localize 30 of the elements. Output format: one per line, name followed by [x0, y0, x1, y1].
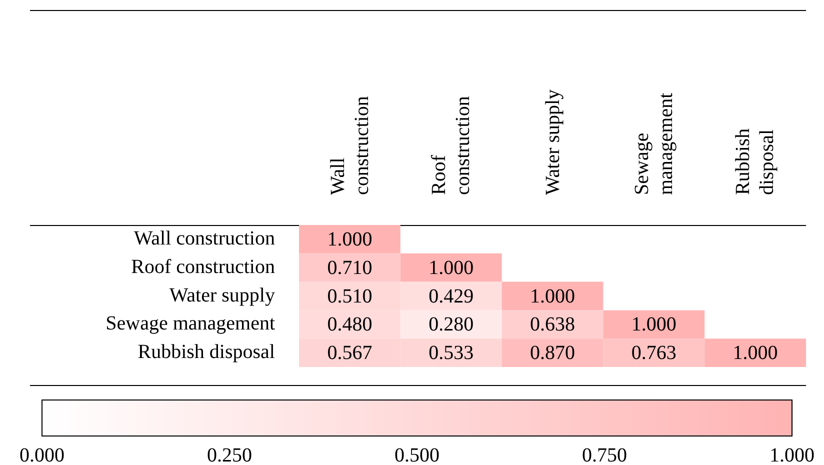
data-label: 0.567 — [327, 342, 372, 364]
x-tick-label: Wall construction — [326, 95, 374, 195]
y-tick-label: Roof construction — [131, 256, 275, 278]
y-tick-label: Rubbish disposal — [138, 341, 276, 364]
color-bar-label: 0.750 — [582, 444, 627, 465]
data-label: 1.000 — [732, 342, 778, 364]
color-bar-label: 1.000 — [770, 444, 814, 465]
data-label: 0.480 — [327, 314, 372, 336]
y-tick-label: Sewage management — [106, 312, 276, 335]
data-label: 0.638 — [530, 314, 575, 336]
data-label: 0.763 — [631, 342, 676, 364]
data-label: 0.533 — [428, 342, 474, 364]
data-label: 0.870 — [530, 342, 575, 364]
x-tick-label: Rubbish disposal — [731, 127, 780, 195]
y-tick-label: Wall construction — [134, 227, 275, 250]
x-tick-label: Water supply — [540, 88, 564, 195]
color-bar-label: 0.000 — [20, 444, 64, 465]
y-tick-label: Water supply — [169, 284, 275, 306]
x-tick-label: Roof construction — [427, 95, 476, 195]
x-tick-label: Sewage management — [630, 92, 678, 195]
data-label: 1.000 — [530, 285, 575, 308]
data-label: 0.710 — [327, 256, 372, 279]
color-bar-label: 0.500 — [394, 444, 440, 465]
data-label: 1.000 — [428, 256, 474, 279]
data-label: 0.510 — [327, 285, 372, 308]
data-label: 1.000 — [327, 228, 372, 250]
data-label: 0.280 — [428, 314, 474, 336]
data-label: 1.000 — [631, 314, 676, 336]
data-label: 0.429 — [428, 285, 474, 308]
color-bar-label: 0.250 — [207, 444, 252, 465]
